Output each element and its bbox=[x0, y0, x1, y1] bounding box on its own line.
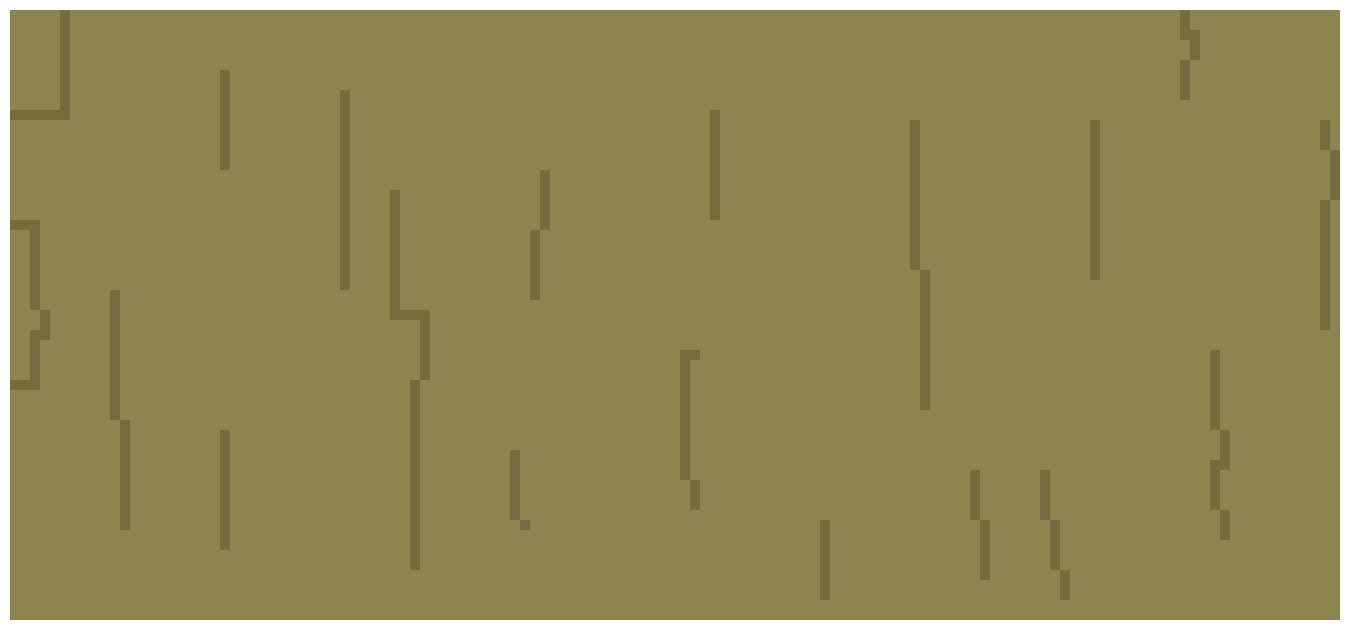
grain-segment bbox=[60, 10, 70, 110]
grain-segment bbox=[1330, 150, 1340, 200]
grain-segment bbox=[910, 120, 920, 270]
grain-segment bbox=[340, 90, 350, 290]
grain-segment bbox=[220, 70, 230, 170]
grain-segment bbox=[10, 380, 40, 390]
grain-segment bbox=[820, 520, 830, 600]
grain-segment bbox=[1320, 120, 1330, 150]
grain-segment bbox=[1180, 10, 1190, 40]
grain-segment bbox=[1220, 510, 1230, 540]
grain-segment bbox=[520, 520, 530, 530]
grain-segment bbox=[30, 330, 40, 380]
grain-segment bbox=[40, 310, 50, 340]
grain-segment bbox=[30, 230, 40, 310]
grain-segment bbox=[420, 320, 430, 380]
grain-segment bbox=[970, 470, 980, 520]
grain-segment bbox=[1190, 30, 1200, 60]
grain-segment bbox=[1050, 520, 1060, 570]
grain-segment bbox=[1040, 470, 1050, 520]
grain-segment bbox=[510, 450, 520, 520]
grain-segment bbox=[10, 220, 40, 230]
grain-lines bbox=[10, 10, 1340, 600]
grain-segment bbox=[710, 110, 720, 220]
grain-segment bbox=[680, 360, 690, 480]
grain-segment bbox=[680, 350, 700, 360]
grain-segment bbox=[980, 520, 990, 580]
grain-segment bbox=[390, 190, 400, 320]
grain-segment bbox=[120, 420, 130, 530]
grain-segment bbox=[540, 170, 550, 230]
grain-segment bbox=[1060, 570, 1070, 600]
grain-segment bbox=[1220, 430, 1230, 470]
grain-segment bbox=[1090, 120, 1100, 280]
grain-segment bbox=[920, 270, 930, 410]
grain-segment bbox=[1180, 60, 1190, 100]
texture-background bbox=[10, 10, 1340, 620]
grain-segment bbox=[1210, 460, 1220, 510]
grain-segment bbox=[220, 430, 230, 550]
grain-segment bbox=[390, 310, 430, 320]
grain-segment bbox=[10, 110, 70, 120]
grain-segment bbox=[530, 230, 540, 300]
grain-segment bbox=[1320, 200, 1330, 330]
grain-segment bbox=[110, 290, 120, 420]
grain-segment bbox=[410, 380, 420, 570]
grain-segment bbox=[690, 480, 700, 510]
grain-segment bbox=[1210, 350, 1220, 430]
